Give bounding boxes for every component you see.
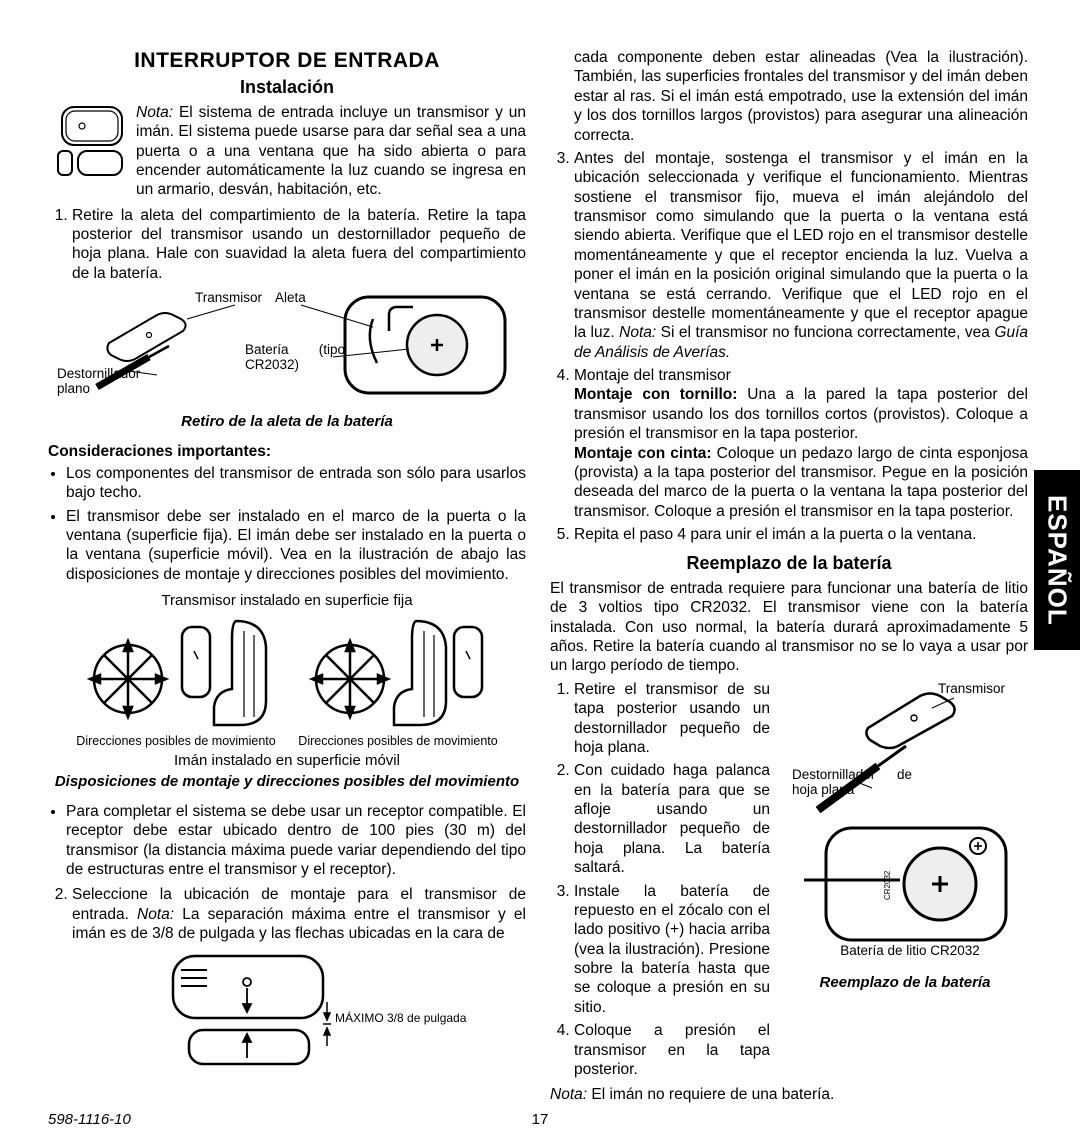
considerations-heading: Consideraciones importantes: [48, 442, 526, 461]
install-step-3: Antes del montaje, sostenga el transmiso… [574, 149, 1028, 362]
replace-step-4: Coloque a presión el transmisor en la ta… [574, 1021, 770, 1079]
doc-number: 598-1116-10 [48, 1111, 131, 1128]
replace-step-3: Instale la batería de repuesto en el zóc… [574, 882, 770, 1018]
consideration-1: Los componentes del transmisor de entrad… [66, 464, 526, 503]
mounting-arrangement-figure: Transmisor instalado en superficie fija [48, 592, 526, 796]
install-step-2: Seleccione la ubicación de montaje para … [72, 885, 526, 943]
svg-text:CR2032: CR2032 [883, 870, 892, 900]
install-step-4: Montaje del transmisor Montaje con torni… [574, 366, 1028, 521]
replace-intro: El transmisor de entrada requiere para f… [550, 579, 1028, 676]
page-title: INTERRUPTOR DE ENTRADA [48, 48, 526, 74]
language-tab: ESPAÑOL [1034, 470, 1080, 650]
transmitter-thumbnail-icon [48, 103, 128, 200]
fig1-caption: Retiro de la aleta de la batería [181, 413, 393, 430]
replace-heading: Reemplazo de la batería [550, 552, 1028, 575]
consideration-3: Para completar el sistema se debe usar u… [66, 802, 526, 880]
consideration-2: El transmisor debe ser instalado en el m… [66, 507, 526, 585]
replace-step-1: Retire el transmisor de su tapa posterio… [574, 680, 770, 758]
install-heading: Instalación [48, 76, 526, 99]
intro-text: Nota: El sistema de entrada incluye un t… [136, 103, 526, 200]
install-step-5: Repita el paso 4 para unir el imán a la … [574, 525, 1028, 544]
step2-continued: cada componente deben estar alineadas (V… [574, 48, 1028, 145]
fig2-caption: Disposiciones de montaje y direcciones p… [55, 773, 519, 790]
gap-figure: MÁXIMO 3/8 de pulgada [48, 950, 526, 1070]
replace-note: Nota: El imán no requiere de una batería… [550, 1085, 1028, 1104]
battery-replace-figure: CR2032 Transmisor Destornillador de hoja… [782, 680, 1028, 1084]
install-step-1: Retire la aleta del compartimiento de la… [72, 206, 526, 284]
replace-step-2: Con cuidado haga palanca en la batería p… [574, 761, 770, 877]
battery-tab-figure: Transmisor Aleta Destornillador plano Ba… [48, 291, 526, 436]
page-number: 17 [532, 1111, 549, 1128]
